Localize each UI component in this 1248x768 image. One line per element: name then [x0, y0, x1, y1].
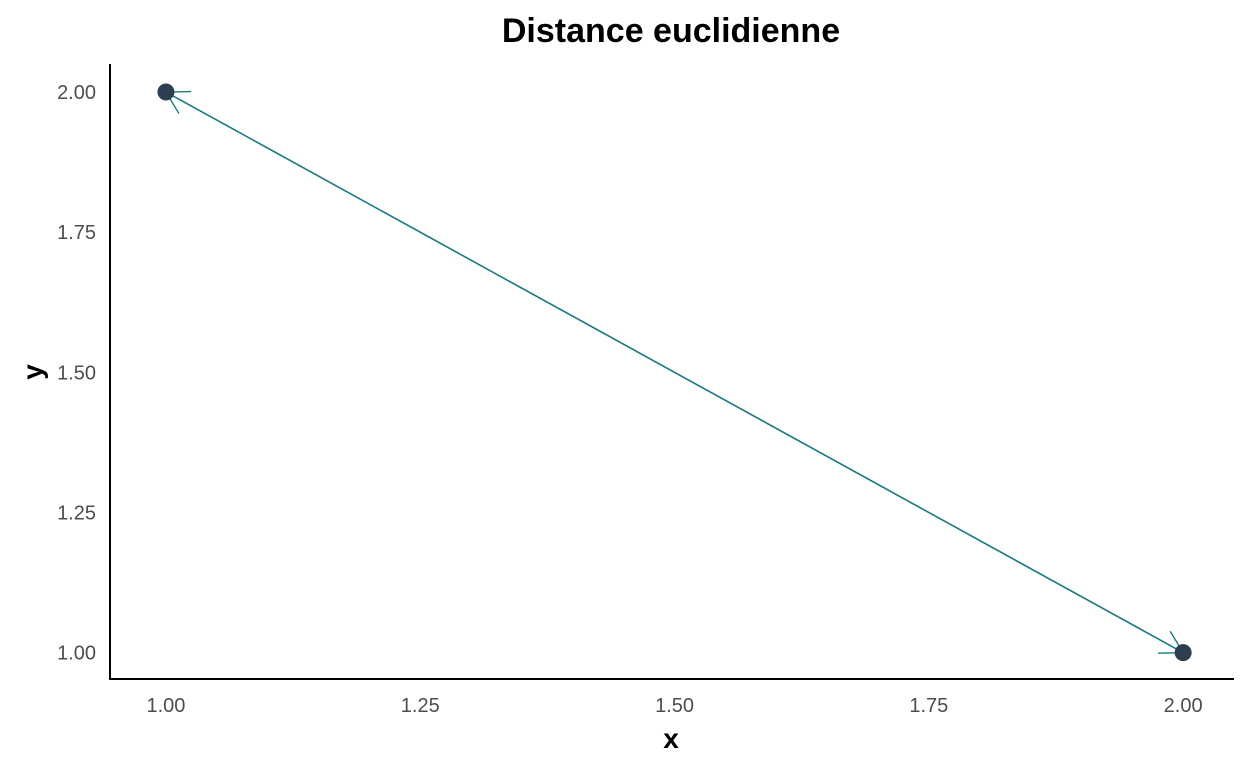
data-point: [1174, 644, 1192, 662]
y-axis-label: y: [17, 364, 48, 380]
x-tick-labels: 1.00 1.25 1.50 1.75 2.00: [146, 695, 1202, 717]
data-point: [157, 83, 175, 101]
x-tick-label: 2.00: [1164, 695, 1203, 717]
y-tick-labels: 1.00 1.25 1.50 1.75 2.00: [57, 82, 96, 665]
plot-area: [157, 83, 1192, 662]
x-tick-label: 1.00: [146, 695, 185, 717]
x-tick-label: 1.50: [655, 695, 694, 717]
y-tick-label: 1.75: [57, 222, 96, 244]
y-tick-label: 1.00: [57, 643, 96, 665]
chart-title: Distance euclidienne: [502, 12, 840, 50]
x-tick-label: 1.75: [909, 695, 948, 717]
x-tick-label: 1.25: [401, 695, 440, 717]
y-tick-label: 1.50: [57, 362, 96, 384]
y-tick-label: 2.00: [57, 82, 96, 104]
y-tick-label: 1.25: [57, 502, 96, 524]
distance-arrow-line: [165, 91, 1184, 654]
x-axis-label: x: [663, 723, 679, 754]
